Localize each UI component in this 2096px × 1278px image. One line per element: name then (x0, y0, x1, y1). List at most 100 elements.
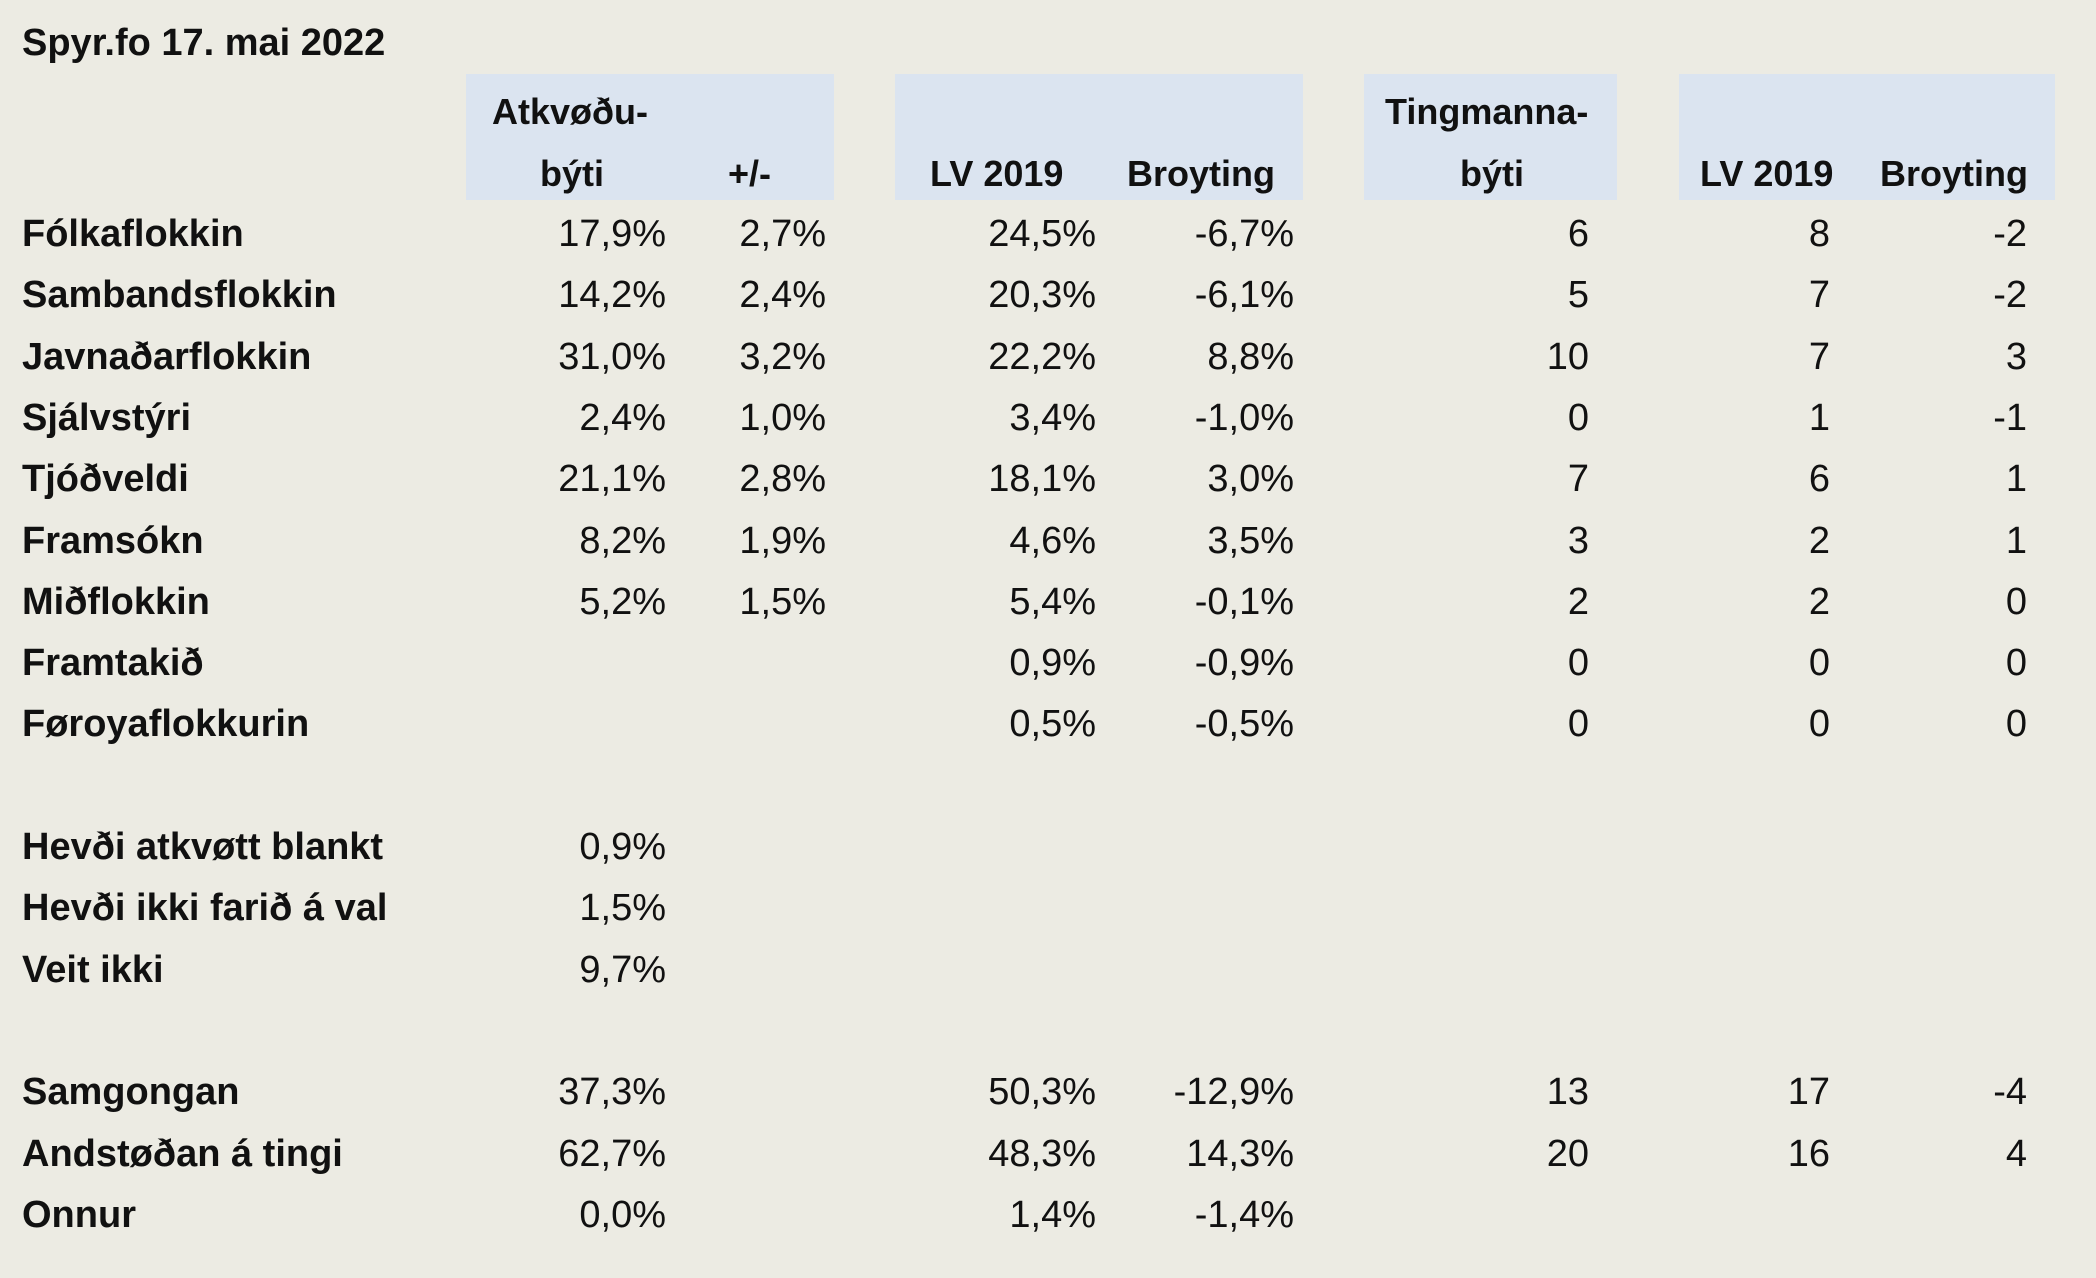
row-label: Sjálvstýri (22, 397, 191, 439)
cell-tingmanna: 20 (1546, 1133, 1589, 1175)
cell-tingmanna: 0 (1567, 642, 1589, 684)
header-broyting: Broyting (1127, 153, 1275, 194)
cell-broyting: -0,5% (1194, 703, 1294, 745)
cell-tingmanna: 0 (1567, 397, 1589, 439)
cell-tingmanna: 6 (1567, 213, 1589, 255)
cell-atkvodu: 8,2% (579, 520, 666, 562)
cell-lv2019-seats: 7 (1808, 274, 1830, 316)
cell-atkvodu: 14,2% (558, 274, 666, 316)
header-lv2019-seats: LV 2019 (1700, 153, 1834, 194)
cell-tingmanna: 5 (1567, 274, 1589, 316)
cell-atkvodu: 17,9% (558, 213, 666, 255)
cell-broyting-seats: 0 (2005, 581, 2027, 623)
cell-plusminus: 2,4% (739, 274, 826, 316)
cell-lv2019-seats: 0 (1808, 642, 1830, 684)
cell-tingmanna: 10 (1546, 336, 1589, 378)
cell-broyting-seats: -2 (1993, 274, 2027, 316)
cell-atkvodu: 31,0% (558, 336, 666, 378)
cell-lv2019: 50,3% (988, 1071, 1096, 1113)
cell-plusminus: 1,9% (739, 520, 826, 562)
cell-lv2019-seats: 6 (1808, 458, 1830, 500)
row-label: Javnaðarflokkin (22, 336, 312, 378)
header-broyting-seats: Broyting (1880, 153, 2028, 194)
row-label: Tjóðveldi (22, 458, 189, 500)
cell-lv2019: 22,2% (988, 336, 1096, 378)
cell-lv2019: 18,1% (988, 458, 1096, 500)
cell-broyting-seats: 0 (2005, 703, 2027, 745)
cell-atkvodu: 62,7% (558, 1133, 666, 1175)
cell-atkvodu: 9,7% (579, 949, 666, 991)
cell-lv2019: 1,4% (1009, 1194, 1096, 1236)
cell-broyting: 3,5% (1207, 520, 1294, 562)
cell-broyting: -6,1% (1194, 274, 1294, 316)
cell-lv2019-seats: 17 (1787, 1071, 1830, 1113)
cell-broyting: 8,8% (1207, 336, 1294, 378)
cell-lv2019: 48,3% (988, 1133, 1096, 1175)
cell-broyting-seats: -4 (1993, 1071, 2027, 1113)
cell-lv2019-seats: 7 (1808, 336, 1830, 378)
row-label: Framsókn (22, 520, 204, 562)
cell-lv2019-seats: 16 (1787, 1133, 1830, 1175)
row-label: Samgongan (22, 1071, 240, 1113)
cell-tingmanna: 2 (1567, 581, 1589, 623)
header-atkvodu-line1: Atkvøðu- (492, 91, 648, 132)
header-band-lv2019-seats (1679, 74, 2055, 200)
row-label: Hevði atkvøtt blankt (22, 826, 384, 868)
cell-broyting: -0,9% (1194, 642, 1294, 684)
cell-broyting: -6,7% (1194, 213, 1294, 255)
cell-broyting: -12,9% (1173, 1071, 1294, 1113)
sheet-title: Spyr.fo 17. mai 2022 (22, 22, 386, 64)
header-atkvodu-line2: býti (540, 153, 605, 194)
cell-atkvodu: 0,9% (579, 826, 666, 868)
cell-broyting: -1,4% (1194, 1194, 1294, 1236)
cell-lv2019: 3,4% (1009, 397, 1096, 439)
cell-broyting-seats: -2 (1993, 213, 2027, 255)
cell-broyting-seats: 1 (2005, 520, 2027, 562)
cell-broyting-seats: -1 (1993, 397, 2027, 439)
cell-lv2019-seats: 8 (1808, 213, 1830, 255)
header-lv2019: LV 2019 (930, 153, 1064, 194)
cell-tingmanna: 7 (1567, 458, 1589, 500)
cell-broyting-seats: 3 (2005, 336, 2027, 378)
cell-atkvodu: 2,4% (579, 397, 666, 439)
header-band-tingmanna (1364, 74, 1617, 200)
cell-atkvodu: 1,5% (579, 887, 666, 929)
row-label: Fólkaflokkin (22, 213, 244, 255)
cell-broyting: -1,0% (1194, 397, 1294, 439)
row-label: Føroyaflokkurin (22, 703, 310, 745)
row-label: Miðflokkin (22, 581, 210, 623)
cell-atkvodu: 0,0% (579, 1194, 666, 1236)
row-label: Veit ikki (22, 949, 164, 991)
cell-lv2019-seats: 0 (1808, 703, 1830, 745)
header-tingmanna-line1: Tingmanna- (1385, 91, 1589, 132)
cell-broyting-seats: 1 (2005, 458, 2027, 500)
cell-lv2019: 4,6% (1009, 520, 1096, 562)
cell-lv2019-seats: 2 (1808, 581, 1830, 623)
cell-lv2019-seats: 1 (1808, 397, 1830, 439)
header-band-atkvodu (466, 74, 834, 200)
cell-lv2019: 20,3% (988, 274, 1096, 316)
cell-atkvodu: 37,3% (558, 1071, 666, 1113)
cell-lv2019: 5,4% (1009, 581, 1096, 623)
row-label: Hevði ikki farið á val (22, 887, 388, 929)
cell-lv2019: 0,9% (1009, 642, 1096, 684)
row-label: Andstøðan á tingi (22, 1133, 343, 1175)
cell-broyting-seats: 0 (2005, 642, 2027, 684)
cell-atkvodu: 21,1% (558, 458, 666, 500)
cell-plusminus: 2,7% (739, 213, 826, 255)
header-band-lv2019 (895, 74, 1303, 200)
header-plusminus: +/- (728, 153, 772, 194)
cell-broyting: 3,0% (1207, 458, 1294, 500)
cell-plusminus: 1,5% (739, 581, 826, 623)
row-label: Sambandsflokkin (22, 274, 337, 316)
cell-lv2019-seats: 2 (1808, 520, 1830, 562)
cell-tingmanna: 13 (1546, 1071, 1589, 1113)
cell-atkvodu: 5,2% (579, 581, 666, 623)
cell-plusminus: 2,8% (739, 458, 826, 500)
cell-plusminus: 1,0% (739, 397, 826, 439)
row-label: Onnur (22, 1194, 136, 1236)
cell-lv2019: 0,5% (1009, 703, 1096, 745)
cell-tingmanna: 0 (1567, 703, 1589, 745)
cell-plusminus: 3,2% (739, 336, 826, 378)
